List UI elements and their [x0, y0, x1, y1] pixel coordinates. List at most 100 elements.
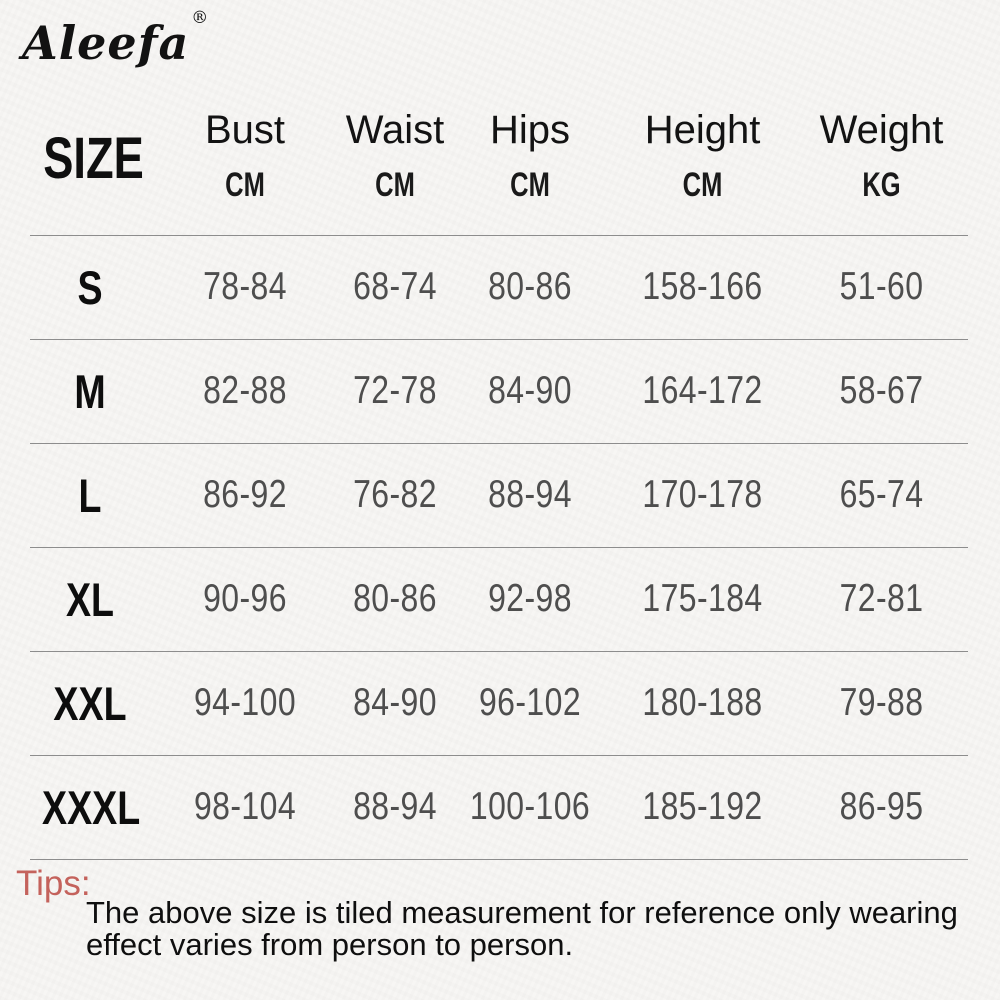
size-cell: L — [30, 443, 150, 548]
cell-value: 72-81 — [839, 577, 924, 620]
cell-value: 72-78 — [353, 369, 437, 412]
column-label: Bust — [204, 107, 286, 152]
table-row-s: S 78-84 68-74 80-86 158-166 51-60 — [30, 235, 968, 340]
cell-value: 82-88 — [203, 369, 287, 412]
cell-value: 86-92 — [203, 473, 287, 516]
column-header-waist: Waist CM — [340, 75, 450, 236]
cell-value: 80-86 — [488, 265, 572, 308]
cell-value: 185-192 — [642, 785, 763, 828]
weight-cell: 86-95 — [795, 755, 968, 860]
size-cell: XXL — [30, 651, 150, 756]
column-unit: CM — [682, 165, 723, 204]
cell-value: 76-82 — [353, 473, 437, 516]
hips-cell: 96-102 — [450, 651, 610, 756]
size-cell: S — [30, 235, 150, 340]
cell-value: 94-100 — [193, 681, 297, 724]
column-unit: KG — [862, 165, 901, 204]
column-label: Waist — [345, 107, 445, 152]
cell-value: 88-94 — [353, 785, 437, 828]
column-label: Height — [644, 107, 761, 152]
cell-value: 80-86 — [353, 577, 437, 620]
cell-value: 51-60 — [839, 265, 924, 308]
cell-value: 84-90 — [488, 369, 572, 412]
cell-value: 96-102 — [478, 681, 582, 724]
size-value: L — [78, 468, 102, 522]
waist-cell: 84-90 — [340, 651, 450, 756]
bust-cell: 82-88 — [150, 339, 340, 444]
cell-value: 158-166 — [642, 265, 763, 308]
bust-cell: 78-84 — [150, 235, 340, 340]
cell-value: 92-98 — [488, 577, 572, 620]
table-row-xxl: XXL 94-100 84-90 96-102 180-188 79-88 — [30, 651, 968, 756]
size-value: XL — [65, 572, 115, 626]
registered-trademark-symbol: ® — [191, 7, 209, 28]
weight-cell: 65-74 — [795, 443, 968, 548]
hips-cell: 100-106 — [450, 755, 610, 860]
cell-value: 88-94 — [488, 473, 572, 516]
cell-value: 100-106 — [469, 785, 591, 828]
table-row-xl: XL 90-96 80-86 92-98 175-184 72-81 — [30, 547, 968, 652]
weight-cell: 58-67 — [795, 339, 968, 444]
column-header-size: SIZE — [30, 75, 150, 236]
table-row-xxxl: XXXL 98-104 88-94 100-106 185-192 86-95 — [30, 755, 968, 860]
weight-cell: 72-81 — [795, 547, 968, 652]
tips-text: The above size is tiled measurement for … — [86, 897, 958, 961]
waist-cell: 68-74 — [340, 235, 450, 340]
weight-cell: 51-60 — [795, 235, 968, 340]
cell-value: 180-188 — [642, 681, 763, 724]
size-value: XXXL — [42, 780, 141, 834]
column-header-bust: Bust CM — [150, 75, 340, 236]
height-cell: 175-184 — [610, 547, 795, 652]
hips-cell: 80-86 — [450, 235, 610, 340]
height-cell: 170-178 — [610, 443, 795, 548]
cell-value: 164-172 — [642, 369, 763, 412]
cell-value: 84-90 — [353, 681, 437, 724]
tips-text-line: effect varies from person to person. — [86, 927, 574, 962]
bust-cell: 98-104 — [150, 755, 340, 860]
bust-cell: 94-100 — [150, 651, 340, 756]
cell-value: 58-67 — [839, 369, 924, 412]
size-value: S — [77, 260, 103, 314]
height-cell: 158-166 — [610, 235, 795, 340]
column-header-height: Height CM — [610, 75, 795, 236]
cell-value: 78-84 — [203, 265, 287, 308]
cell-value: 170-178 — [642, 473, 763, 516]
cell-value: 79-88 — [839, 681, 924, 724]
tips-label: Tips: — [16, 864, 91, 903]
column-unit: CM — [510, 165, 550, 204]
size-chart-table: SIZE Bust CM Waist CM Hips CM Height CM — [30, 75, 968, 860]
column-label: Weight — [819, 107, 944, 152]
hips-cell: 92-98 — [450, 547, 610, 652]
size-value: M — [74, 364, 106, 418]
hips-cell: 88-94 — [450, 443, 610, 548]
hips-cell: 84-90 — [450, 339, 610, 444]
height-cell: 164-172 — [610, 339, 795, 444]
cell-value: 68-74 — [353, 265, 437, 308]
cell-value: 98-104 — [193, 785, 297, 828]
column-header-hips: Hips CM — [450, 75, 610, 236]
waist-cell: 76-82 — [340, 443, 450, 548]
cell-value: 175-184 — [642, 577, 763, 620]
header-row: SIZE Bust CM Waist CM Hips CM Height CM — [30, 75, 968, 236]
height-cell: 185-192 — [610, 755, 795, 860]
column-header-weight: Weight KG — [795, 75, 968, 236]
column-unit: CM — [225, 165, 265, 204]
bust-cell: 90-96 — [150, 547, 340, 652]
size-cell: M — [30, 339, 150, 444]
cell-value: 65-74 — [839, 473, 924, 516]
weight-cell: 79-88 — [795, 651, 968, 756]
table-row-m: M 82-88 72-78 84-90 164-172 58-67 — [30, 339, 968, 444]
brand-logo: Aleefa ® — [22, 8, 208, 70]
height-cell: 180-188 — [610, 651, 795, 756]
size-title: SIZE — [43, 126, 144, 192]
column-unit: CM — [375, 165, 415, 204]
column-label: Hips — [489, 107, 571, 152]
waist-cell: 72-78 — [340, 339, 450, 444]
waist-cell: 88-94 — [340, 755, 450, 860]
tips-text-line: The above size is tiled measurement for … — [86, 895, 958, 930]
waist-cell: 80-86 — [340, 547, 450, 652]
table-row-l: L 86-92 76-82 88-94 170-178 65-74 — [30, 443, 968, 548]
size-value: XXL — [53, 676, 127, 730]
brand-name: Aleefa — [22, 16, 190, 70]
